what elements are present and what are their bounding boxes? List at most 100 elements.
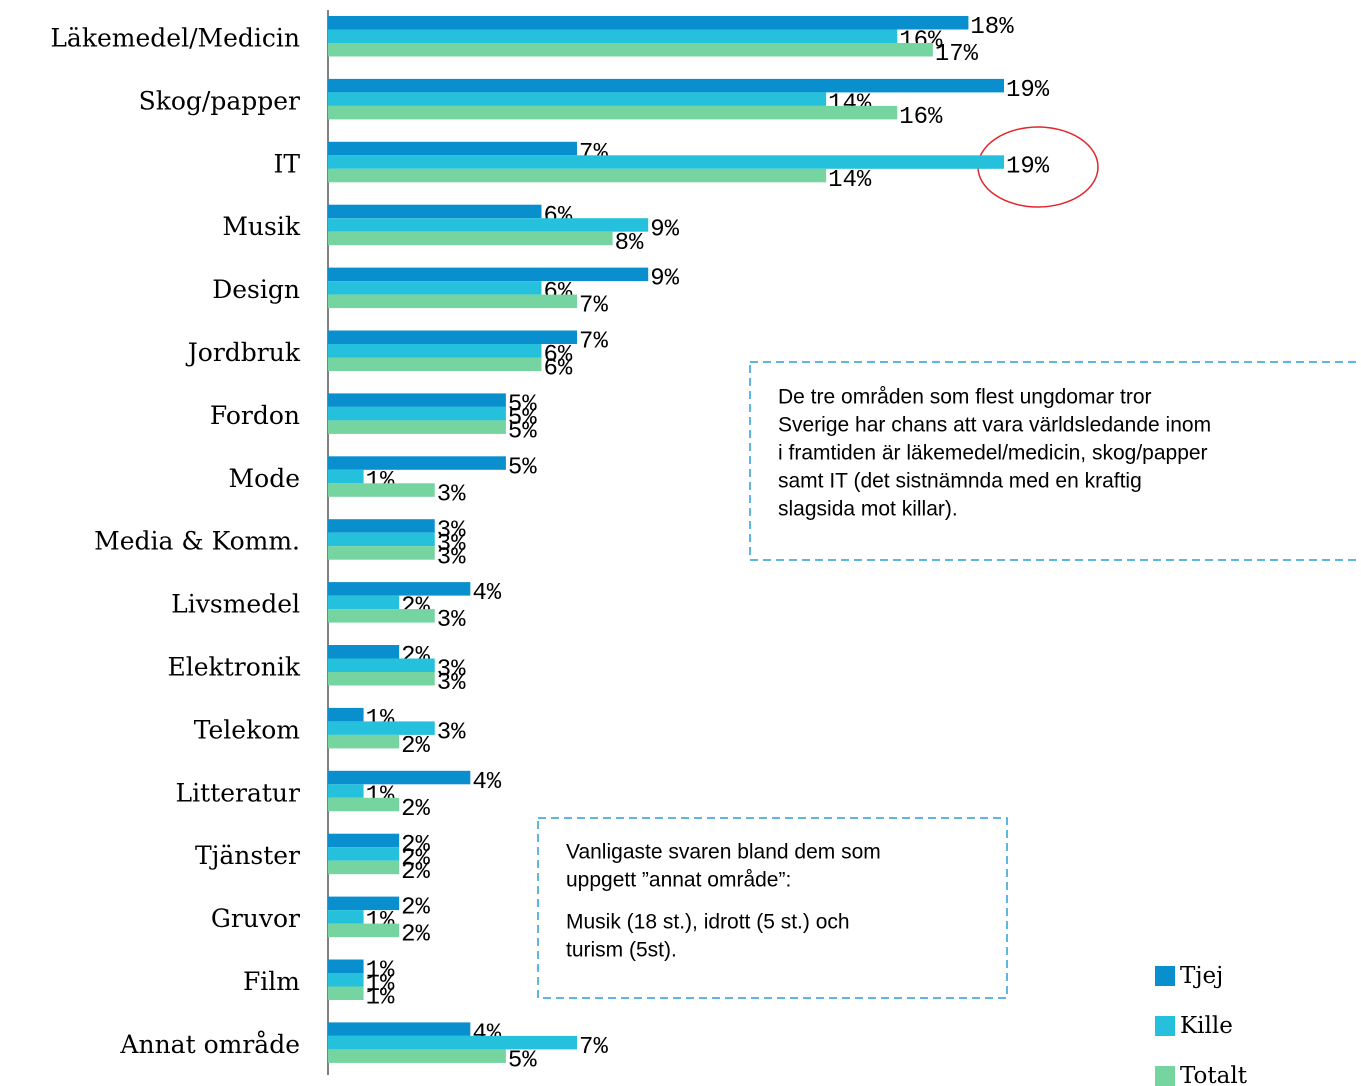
value-label: 8% xyxy=(615,230,644,257)
category-label: Elektronik xyxy=(168,653,301,682)
legend-label: Kille xyxy=(1180,1013,1233,1039)
annotation-text: Sverige har chans att vara världsledande… xyxy=(778,414,1211,437)
bar xyxy=(328,609,435,623)
legend-swatch xyxy=(1155,1066,1175,1086)
value-label: 7% xyxy=(579,293,608,320)
value-label: 1% xyxy=(366,958,395,985)
bar xyxy=(328,860,400,875)
value-label: 2% xyxy=(401,832,430,859)
bar xyxy=(328,896,400,911)
category-label: Gruvor xyxy=(211,904,300,933)
bar xyxy=(328,784,364,798)
value-label: 2% xyxy=(401,922,430,949)
category-label: Mode xyxy=(229,464,300,493)
bar xyxy=(328,105,898,120)
category-label: Litteratur xyxy=(176,778,300,807)
category-label: Läkemedel/Medicin xyxy=(50,24,300,53)
value-label: 3% xyxy=(437,531,466,558)
value-label: 5% xyxy=(508,1047,537,1074)
value-label: 5% xyxy=(508,418,537,445)
bar xyxy=(328,923,400,938)
category-label: Livsmedel xyxy=(171,590,300,619)
category-label: Fordon xyxy=(210,401,300,430)
bar xyxy=(328,532,435,547)
bar xyxy=(328,847,400,861)
bar xyxy=(328,330,578,344)
value-label: 5% xyxy=(508,405,537,432)
bar xyxy=(328,43,933,57)
category-label: Tjänster xyxy=(195,841,300,870)
value-label: 3% xyxy=(437,657,466,684)
bar xyxy=(328,281,542,295)
category-label: Telekom xyxy=(194,715,301,744)
value-label: 6% xyxy=(543,356,572,383)
legend-swatch xyxy=(1155,966,1175,986)
value-label: 9% xyxy=(650,266,679,293)
bar xyxy=(328,29,898,43)
value-label: 2% xyxy=(401,796,430,823)
value-label: 4% xyxy=(472,580,501,607)
bar xyxy=(328,910,364,924)
bar xyxy=(328,155,1004,169)
annotation-box xyxy=(749,361,1361,561)
bar xyxy=(328,344,542,358)
bar xyxy=(328,734,400,749)
bar xyxy=(328,456,506,470)
annotation-text: Vanligaste svaren bland dem som xyxy=(566,841,881,864)
bar xyxy=(328,519,435,533)
bar xyxy=(328,231,613,246)
value-label: 3% xyxy=(437,670,466,697)
value-label: 2% xyxy=(401,733,430,760)
bar xyxy=(328,168,827,183)
bar xyxy=(328,672,435,686)
annotation-text: i framtiden är läkemedel/medicin, skog/p… xyxy=(778,442,1208,465)
value-label: 3% xyxy=(437,481,466,508)
bar xyxy=(328,16,969,30)
bar xyxy=(328,959,364,973)
value-label: 1% xyxy=(366,985,395,1012)
bar xyxy=(328,218,649,232)
bar xyxy=(328,833,400,848)
value-label: 9% xyxy=(650,216,679,243)
bar xyxy=(328,546,435,560)
category-label: Design xyxy=(212,275,300,304)
category-label: Media & Komm. xyxy=(94,527,300,556)
bar xyxy=(328,420,506,434)
value-label: 19% xyxy=(1006,77,1050,104)
value-label: 2% xyxy=(401,859,430,886)
value-label: 18% xyxy=(970,14,1014,41)
bar xyxy=(328,1035,578,1050)
value-label: 7% xyxy=(579,1034,608,1061)
bar xyxy=(328,1049,506,1063)
bar xyxy=(328,483,435,497)
bar xyxy=(328,406,506,421)
category-label: Film xyxy=(243,967,300,996)
bar xyxy=(328,645,400,659)
bar xyxy=(328,595,400,610)
annotation-text: slagsida mot killar). xyxy=(778,498,958,521)
value-label: 2% xyxy=(401,845,430,872)
annotation-text: turism (5st). xyxy=(566,939,677,962)
bar xyxy=(328,469,364,484)
value-label: 5% xyxy=(508,391,537,418)
category-label: IT xyxy=(273,149,300,178)
legend-label: Totalt xyxy=(1180,1063,1248,1086)
value-label: 3% xyxy=(437,607,466,634)
bar xyxy=(328,141,578,156)
annotation-box xyxy=(537,817,1008,999)
bar xyxy=(328,1022,471,1036)
bar xyxy=(328,393,506,407)
legend-swatch xyxy=(1155,1016,1175,1036)
category-label: Musik xyxy=(222,212,301,241)
bar xyxy=(328,707,364,722)
bar xyxy=(328,658,435,672)
value-label: 1% xyxy=(366,971,395,998)
value-label: 3% xyxy=(437,517,466,544)
legend-label: Tjej xyxy=(1180,963,1223,989)
category-label: Annat område xyxy=(119,1030,300,1059)
bar xyxy=(328,92,827,106)
annotation-text: samt IT (det sistnämnda med en kraftig xyxy=(778,470,1142,493)
value-label: 2% xyxy=(401,895,430,922)
